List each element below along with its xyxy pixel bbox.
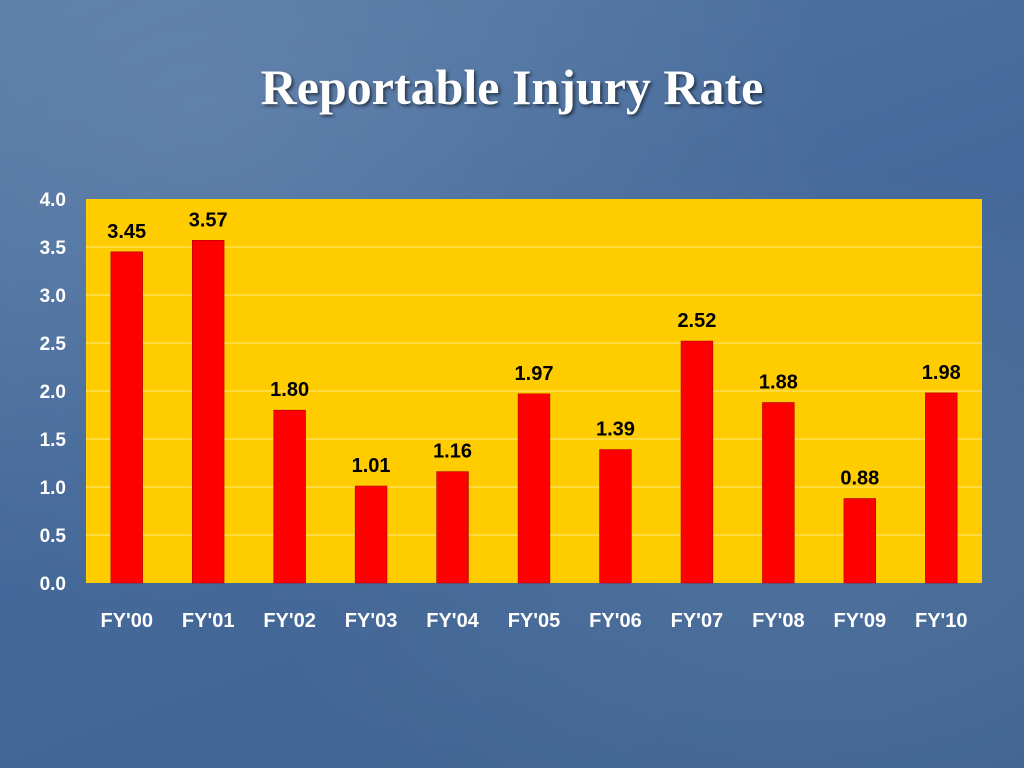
y-tick-label: 2.0: [40, 382, 66, 403]
y-tick-label: 0.0: [40, 574, 66, 595]
data-label: 1.80: [270, 379, 309, 401]
data-label: 1.16: [433, 441, 472, 463]
x-tick-label: FY'01: [182, 610, 235, 632]
bar: [436, 471, 469, 584]
y-tick-label: 1.5: [40, 430, 67, 451]
x-tick-label: FY'02: [263, 610, 316, 632]
bars: [110, 239, 958, 584]
bar: [925, 392, 958, 584]
y-tick-label: 0.5: [40, 526, 67, 547]
data-labels: 3.45 3.57 1.80 1.01 1.16 1.97 1.39 2.52 1.88 0.88…: [107, 209, 960, 489]
x-tick-label: FY'06: [589, 610, 642, 632]
data-label: 3.57: [189, 209, 228, 231]
x-tick-label: FY'10: [915, 610, 968, 632]
bar: [110, 251, 143, 584]
data-label: 2.52: [677, 310, 716, 332]
data-label: 1.88: [759, 372, 798, 394]
data-label: 1.39: [596, 419, 635, 441]
bar: [599, 449, 632, 584]
bar: [191, 239, 225, 584]
page-title: Reportable Injury Rate: [260, 59, 764, 115]
bar: [762, 402, 795, 584]
data-label: 1.98: [922, 362, 961, 384]
data-label: 0.88: [840, 468, 879, 490]
y-tick-label: 3.0: [40, 286, 66, 307]
data-label: 1.97: [515, 363, 554, 385]
bar: [517, 393, 551, 584]
x-tick-label: FY'08: [752, 610, 805, 632]
y-tick-label: 4.0: [40, 190, 66, 211]
x-tick-label: FY'07: [671, 610, 724, 632]
x-tick-label: FY'00: [100, 610, 153, 632]
bar: [843, 498, 877, 584]
x-tick-label: FY'05: [508, 610, 561, 632]
data-label: 3.45: [107, 221, 146, 243]
bar: [273, 409, 306, 584]
x-axis-ticks: FY'00 FY'01 FY'02 FY'03 FY'04 FY'05 FY'06 FY'07…: [100, 610, 967, 632]
y-tick-label: 3.5: [40, 238, 67, 259]
y-axis-ticks: 0.0 0.5 1.0 1.5 2.0 2.5 3.0 3.5 4.0: [40, 190, 67, 595]
x-tick-label: FY'09: [834, 610, 887, 632]
bar: [680, 340, 714, 584]
data-label: 1.01: [352, 455, 391, 477]
x-tick-label: FY'04: [426, 610, 479, 632]
bar: [354, 485, 388, 584]
x-tick-label: FY'03: [345, 610, 398, 632]
y-tick-label: 2.5: [40, 334, 67, 355]
y-tick-label: 1.0: [40, 478, 66, 499]
